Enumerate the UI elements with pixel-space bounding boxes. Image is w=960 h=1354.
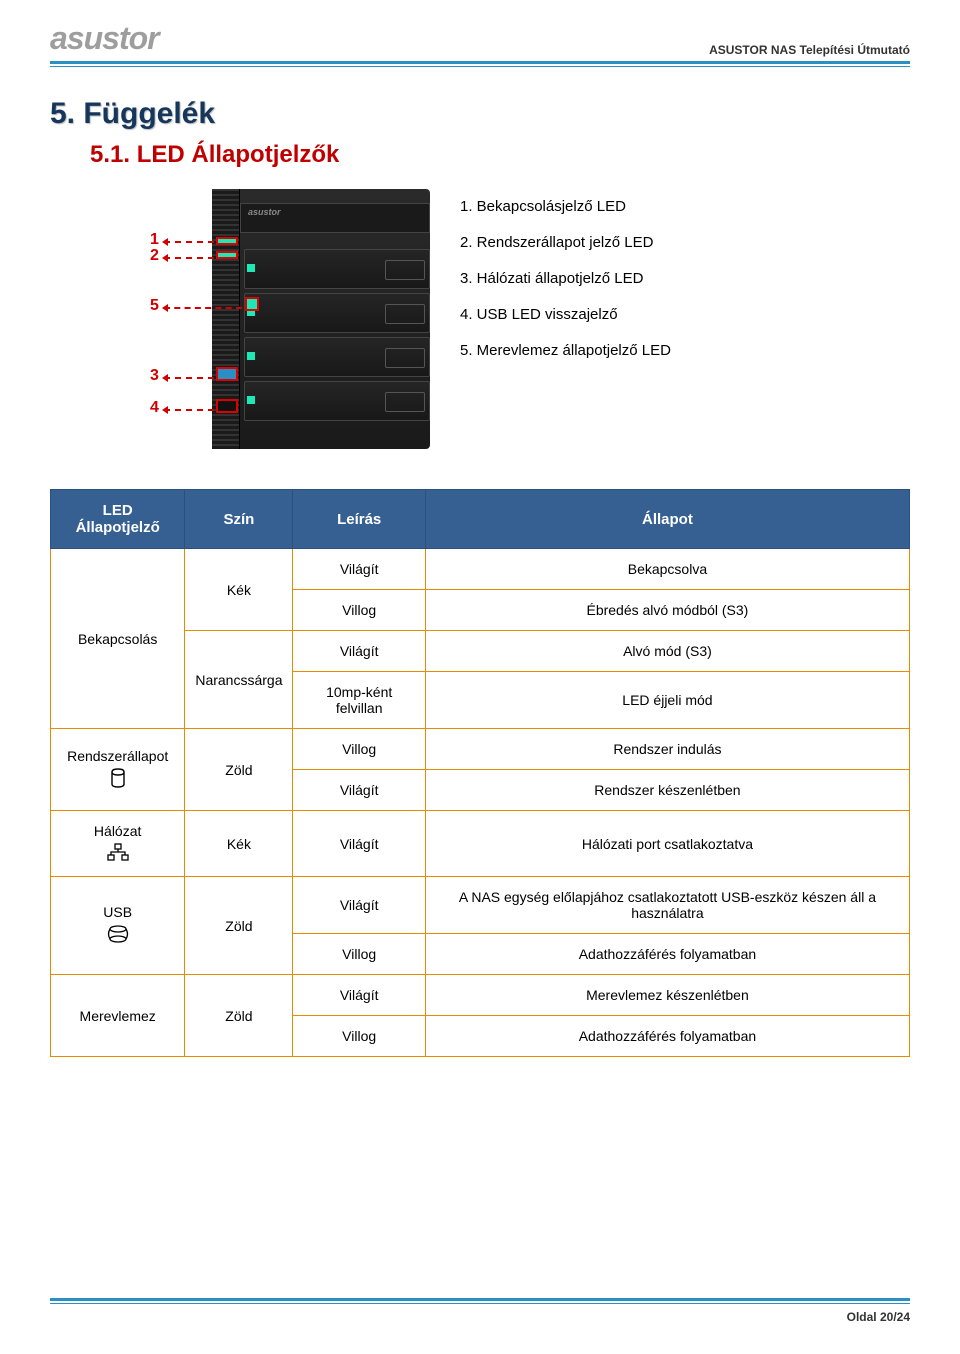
cell-desc: Villog <box>293 1016 425 1057</box>
section-heading: 5. Függelék <box>50 97 910 131</box>
drive-bay <box>244 337 430 377</box>
cell-desc: Villog <box>293 590 425 631</box>
table-row: Bekapcsolás Kék Világít Bekapcsolva <box>51 549 910 590</box>
page-footer: Oldal 20/24 <box>50 1298 910 1324</box>
nas-diagram: asustor 1 2 5 3 4 <box>150 189 430 449</box>
cell-status: Rendszer készenlétben <box>425 770 909 811</box>
cell-status: Adathozzáférés folyamatban <box>425 1016 909 1057</box>
cell-status: Rendszer indulás <box>425 729 909 770</box>
col-header-desc: Leírás <box>293 490 425 549</box>
cell-desc: Világít <box>293 811 425 877</box>
col-header-color: Szín <box>185 490 293 549</box>
cell-color: Zöld <box>185 975 293 1057</box>
cell-color: Kék <box>185 811 293 877</box>
callout-arrow <box>164 257 214 259</box>
cell-status: Hálózati port csatlakoztatva <box>425 811 909 877</box>
cell-desc: Világít <box>293 975 425 1016</box>
callout-arrow <box>164 409 214 411</box>
system-led-highlight <box>216 251 238 259</box>
network-icon <box>107 843 129 864</box>
nas-brand-label: asustor <box>248 207 281 217</box>
cell-color: Zöld <box>185 877 293 975</box>
network-port-highlight <box>216 367 238 381</box>
table-row: Merevlemez Zöld Világít Merevlemez késze… <box>51 975 910 1016</box>
col-header-status: Állapot <box>425 490 909 549</box>
cell-status: Adathozzáférés folyamatban <box>425 934 909 975</box>
cell-color: Kék <box>185 549 293 631</box>
cell-indicator: Merevlemez <box>51 975 185 1057</box>
power-led-highlight <box>216 237 238 245</box>
cell-indicator-label: USB <box>103 904 132 920</box>
header-rule <box>50 66 910 67</box>
cell-indicator: Rendszerállapot <box>51 729 185 811</box>
figure-area: asustor 1 2 5 3 4 1. Bekapcsolásjelző LE… <box>150 189 910 449</box>
drive-bay <box>244 381 430 421</box>
legend-item: 2. Rendszerállapot jelző LED <box>460 225 671 261</box>
cell-status: A NAS egység előlapjához csatlakoztatott… <box>425 877 909 934</box>
drive-bay <box>244 249 430 289</box>
cell-indicator: Hálózat <box>51 811 185 877</box>
cell-indicator-label: Hálózat <box>94 823 141 839</box>
led-status-table: LED Állapotjelző Szín Leírás Állapot Bek… <box>50 489 910 1057</box>
cell-desc: Világít <box>293 770 425 811</box>
legend-item: 3. Hálózati állapotjelző LED <box>460 261 671 297</box>
callout-arrow <box>164 307 242 309</box>
usb-port-highlight <box>216 399 238 413</box>
hdd-led-highlight <box>245 297 259 311</box>
table-row: USB Zöld Világít A NAS egység előlapjáho… <box>51 877 910 934</box>
callout-arrow <box>164 377 214 379</box>
page-container: asustor ASUSTOR NAS Telepítési Útmutató … <box>0 0 960 1354</box>
footer-rule-thin <box>50 1303 910 1304</box>
table-row: Hálózat Kék Világít Hálózati port csatla… <box>51 811 910 877</box>
drive-bay <box>244 293 430 333</box>
cell-desc: Világít <box>293 631 425 672</box>
brand-logo: asustor <box>50 20 159 57</box>
cell-desc: Világít <box>293 877 425 934</box>
page-header: asustor ASUSTOR NAS Telepítési Útmutató <box>50 20 910 64</box>
cell-indicator-label: Rendszerállapot <box>67 748 168 764</box>
cell-color: Zöld <box>185 729 293 811</box>
table-row: Rendszerállapot Zöld Villog Rendszer ind… <box>51 729 910 770</box>
legend-item: 5. Merevlemez állapotjelző LED <box>460 333 671 369</box>
cell-status: Alvó mód (S3) <box>425 631 909 672</box>
usb-icon <box>107 924 129 947</box>
subsection-heading: 5.1. LED Állapotjelzők <box>90 141 910 169</box>
cell-status: LED éjjeli mód <box>425 672 909 729</box>
footer-rule-thick <box>50 1298 910 1301</box>
col-header-indicator: LED Állapotjelző <box>51 490 185 549</box>
cell-desc: Villog <box>293 934 425 975</box>
cell-status: Bekapcsolva <box>425 549 909 590</box>
cell-desc: 10mp-ként felvillan <box>293 672 425 729</box>
cell-color: Narancssárga <box>185 631 293 729</box>
table-header-row: LED Állapotjelző Szín Leírás Állapot <box>51 490 910 549</box>
page-number: Oldal 20/24 <box>50 1310 910 1324</box>
cell-desc: Villog <box>293 729 425 770</box>
cell-desc: Világít <box>293 549 425 590</box>
doc-title: ASUSTOR NAS Telepítési Útmutató <box>709 43 910 57</box>
system-icon <box>109 768 127 791</box>
legend-list: 1. Bekapcsolásjelző LED 2. Rendszerállap… <box>460 189 671 369</box>
cell-status: Merevlemez készenlétben <box>425 975 909 1016</box>
cell-indicator: USB <box>51 877 185 975</box>
cell-status: Ébredés alvó módból (S3) <box>425 590 909 631</box>
cell-indicator: Bekapcsolás <box>51 549 185 729</box>
legend-item: 1. Bekapcsolásjelző LED <box>460 189 671 225</box>
legend-item: 4. USB LED visszajelző <box>460 297 671 333</box>
callout-arrow <box>164 241 214 243</box>
